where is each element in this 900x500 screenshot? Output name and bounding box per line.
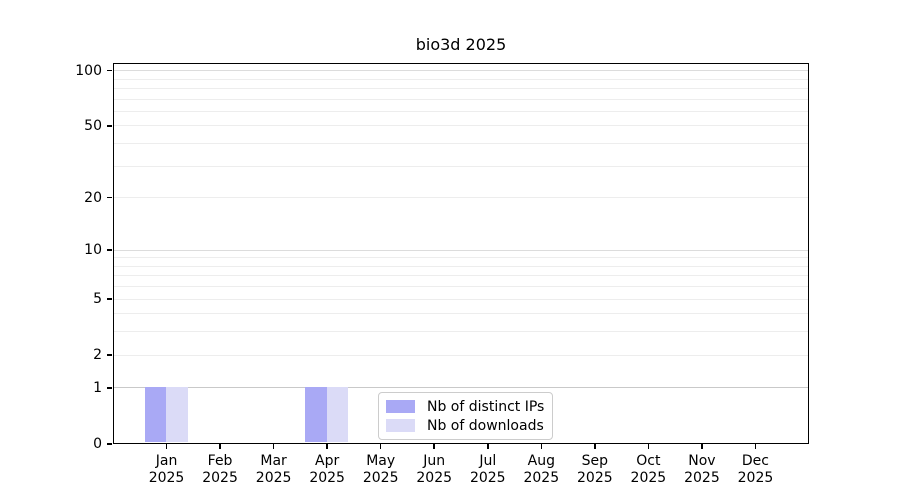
x-tick-month: Feb — [207, 453, 233, 469]
x-axis-tick-mark — [754, 444, 757, 449]
y-axis-tick-mark — [107, 196, 112, 199]
y-axis-tick-mark — [107, 249, 112, 251]
x-axis-tick-mark — [326, 444, 328, 449]
x-axis-tick-label: Aug 2025 — [511, 453, 571, 487]
y-axis-tick-mark — [107, 443, 112, 445]
legend-entry-downloads: Nb of downloads — [386, 416, 544, 435]
bar-distinct-ips-jan — [144, 387, 167, 442]
x-tick-year: 2025 — [630, 470, 667, 486]
x-axis-tick-mark — [647, 444, 650, 449]
legend: Nb of distinct IPs Nb of downloads — [378, 392, 553, 440]
legend-entry-distinct-ips: Nb of distinct IPs — [386, 397, 544, 416]
x-tick-year: 2025 — [416, 470, 453, 486]
gridline — [114, 125, 808, 127]
x-axis-tick-mark — [219, 444, 221, 449]
x-axis-tick-label: Oct 2025 — [618, 453, 678, 487]
gridline — [114, 286, 808, 288]
gridline — [114, 257, 808, 259]
x-tick-year: 2025 — [202, 470, 238, 486]
x-axis-tick-mark — [165, 444, 168, 449]
x-tick-month: Jul — [479, 453, 497, 469]
x-axis-tick-label: Mar 2025 — [244, 453, 304, 487]
x-axis-tick-label: Jan 2025 — [137, 453, 197, 487]
x-axis-tick-mark — [433, 444, 435, 449]
x-tick-month: Jan — [155, 453, 178, 469]
x-axis-tick-label: Apr 2025 — [297, 453, 357, 487]
x-tick-year: 2025 — [309, 470, 345, 486]
x-axis-tick-label: Nov 2025 — [672, 453, 732, 487]
x-axis-tick-label: May 2025 — [351, 453, 411, 487]
x-axis-tick-mark — [540, 444, 543, 449]
y-axis-tick-label: 10 — [84, 242, 102, 258]
gridline — [114, 143, 808, 145]
y-axis-tick-mark — [107, 69, 112, 72]
x-tick-month: Aug — [527, 453, 555, 469]
x-axis-tick-mark — [379, 444, 382, 449]
y-axis-tick-label: 5 — [93, 291, 102, 308]
x-tick-month: Nov — [688, 453, 716, 469]
x-tick-year: 2025 — [523, 470, 560, 486]
x-tick-month: Dec — [741, 453, 769, 469]
gridline — [114, 331, 808, 333]
gridline — [114, 265, 808, 267]
gridline — [114, 78, 808, 80]
x-tick-year: 2025 — [737, 470, 774, 486]
y-axis-tick-mark — [107, 125, 112, 127]
x-tick-year: 2025 — [148, 470, 185, 486]
chart-title: bio3d 2025 — [415, 35, 507, 54]
y-axis-tick-label: 2 — [93, 347, 102, 364]
x-tick-month: Apr — [315, 453, 340, 469]
legend-swatch-downloads — [386, 419, 415, 432]
gridline — [114, 298, 808, 300]
x-tick-month: Oct — [636, 453, 661, 469]
gridline — [114, 313, 808, 315]
x-axis-tick-mark — [272, 444, 275, 449]
y-axis-tick-mark — [107, 387, 112, 389]
gridline — [114, 98, 808, 100]
x-axis-tick-mark — [701, 444, 703, 449]
y-axis-tick-mark — [107, 298, 112, 300]
gridline — [114, 165, 808, 167]
x-axis-tick-label: Dec 2025 — [725, 453, 785, 487]
legend-label-downloads: Nb of downloads — [427, 417, 544, 434]
y-axis-tick-label: 50 — [84, 117, 102, 134]
bar-downloads-apr — [326, 387, 349, 442]
gridline — [114, 354, 808, 356]
x-axis-tick-label: Feb 2025 — [190, 453, 250, 487]
y-axis-tick-label: 20 — [84, 189, 102, 206]
gridline — [114, 387, 808, 389]
x-axis-tick-mark — [594, 444, 596, 449]
bar-downloads-jan — [166, 387, 188, 442]
bar-distinct-ips-apr — [305, 387, 327, 442]
gridline — [114, 110, 808, 112]
x-axis-tick-label: Sep 2025 — [565, 453, 625, 487]
gridline — [114, 197, 808, 199]
legend-swatch-distinct-ips — [386, 400, 415, 413]
plot-area — [113, 63, 809, 444]
y-axis-tick-label: 1 — [93, 379, 102, 396]
y-axis-tick-label: 100 — [75, 62, 102, 79]
x-tick-year: 2025 — [469, 470, 506, 486]
x-tick-month: May — [366, 453, 396, 469]
x-tick-year: 2025 — [577, 470, 613, 486]
y-axis-tick-label: 0 — [93, 436, 102, 452]
x-axis-tick-label: Jun 2025 — [404, 453, 464, 487]
gridline — [114, 87, 808, 89]
x-tick-month: Jun — [423, 453, 446, 469]
gridline — [114, 249, 808, 251]
x-axis-tick-mark — [487, 444, 489, 449]
x-tick-year: 2025 — [255, 470, 292, 486]
y-axis-tick-mark — [107, 354, 112, 356]
x-tick-month: Mar — [260, 453, 287, 469]
legend-label-distinct-ips: Nb of distinct IPs — [427, 398, 545, 415]
x-tick-year: 2025 — [684, 470, 720, 486]
gridline — [114, 70, 808, 72]
x-tick-month: Sep — [581, 453, 609, 469]
gridline — [114, 275, 808, 277]
x-tick-year: 2025 — [362, 470, 399, 486]
x-axis-tick-label: Jul 2025 — [458, 453, 518, 487]
